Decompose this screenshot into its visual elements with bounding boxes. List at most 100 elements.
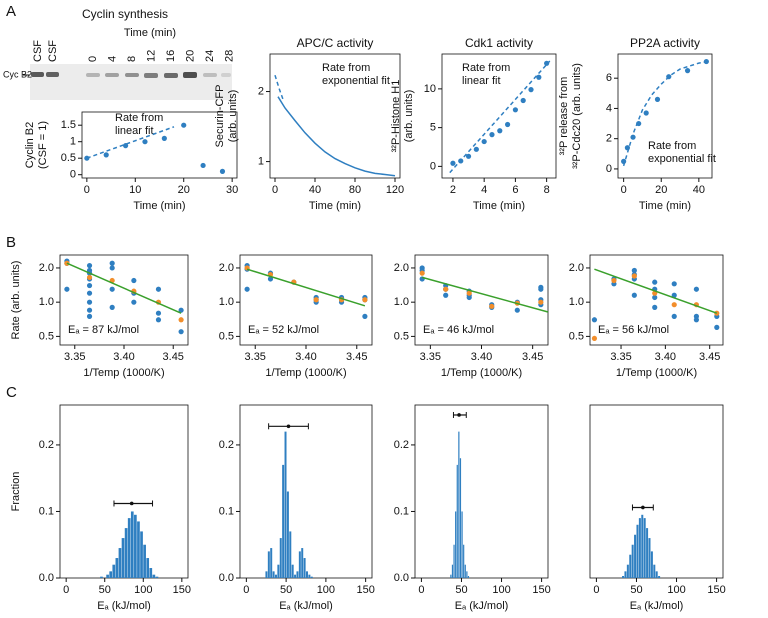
fit-line [274,74,284,100]
x-axis-label: Time (min) [639,200,691,212]
histogram-bar [455,511,457,578]
annotation: exponential fit [648,153,716,165]
data-point [481,138,487,145]
x-tick-label: 20 [655,184,667,196]
histogram-bar [289,531,292,578]
y-tick-label: 0 [430,160,436,172]
histogram-bar [308,574,311,578]
y-tick-label: 0 [606,163,612,175]
fit-line [449,60,551,174]
x-tick-label: 100 [134,584,152,596]
data-line [246,268,366,307]
histogram-bar [463,544,465,578]
data-point [538,286,544,292]
data-line [66,262,182,314]
histogram-bar [270,548,273,578]
y-tick-label: 2.0 [394,262,409,274]
histogram-bar [643,518,646,578]
plot-frame [81,111,238,179]
histogram-bar [115,558,119,578]
data-point [131,299,137,305]
data-point [178,329,184,335]
x-tick-label: 30 [226,184,238,196]
chart-title: PP2A activity [630,36,700,50]
data-point [466,294,472,301]
x-tick-label: 3.45 [522,351,543,363]
y-tick-label: 1.0 [219,296,234,308]
x-tick-label: 3.40 [655,351,676,363]
y-tick-label: 0.2 [39,439,54,451]
y-tick-label: 6 [606,72,612,84]
data-point [504,121,511,128]
x-tick-label: 10 [129,184,141,196]
annotation: Eₐ = 56 kJ/mol [598,324,669,336]
histogram-bar [279,538,282,578]
histogram-bar [100,576,103,578]
histogram-bar [458,431,460,578]
plot-frame [589,254,724,346]
annotation: Eₐ = 87 kJ/mol [68,324,139,336]
data-point [611,277,617,284]
histogram-bar [291,564,294,578]
blot-lane-label: CSF [47,40,59,62]
chart-title: APC/C activity [297,36,374,50]
annotation: Rate from [462,62,510,74]
histogram-bar [152,574,156,578]
x-axis-label: Time (min) [309,200,361,212]
annotation: linear fit [462,75,501,87]
histogram-bar [646,528,649,578]
data-point [109,260,115,266]
data-point [181,122,187,128]
y-tick-label: 1 [258,155,264,167]
y-tick-label: 1.0 [394,296,409,308]
histogram-bar [622,576,625,578]
histogram-bar [453,544,455,578]
chart-title: Cdk1 activity [465,36,533,50]
data-line [594,268,718,314]
histogram-bar [631,544,634,578]
annotation: Rate from [115,112,163,124]
histogram-bar [286,491,289,578]
plot-frame [239,404,373,579]
x-axis-label: Time (min) [133,200,185,212]
y-axis-label: Fraction [10,472,22,512]
annotation: exponential fit [322,75,390,87]
blot-time-label: Time (min) [124,27,176,39]
data-point [684,68,691,74]
data-point [443,286,449,292]
data-point [624,145,631,151]
y-tick-label: 4 [606,102,612,114]
data-point [86,290,93,296]
blot-band-label: Cyc B2 [3,69,32,79]
x-tick-label: 3.35 [245,351,266,363]
y-axis-label: (arb. units) [227,90,239,143]
histogram-bar [149,568,153,578]
x-tick-label: 40 [693,184,705,196]
histogram-bar [298,551,301,578]
y-tick-label: 1.5 [61,119,76,131]
data-point [512,107,518,113]
plot-frame [269,53,401,179]
data-point [155,310,162,316]
histogram-bar [624,571,627,578]
histogram-bar [459,458,462,578]
data-point [497,128,503,134]
data-point [443,292,449,298]
x-tick-label: 3.40 [113,351,134,363]
data-point [465,153,472,159]
data-point [419,270,425,276]
plot-frame [441,53,557,179]
histogram-bar [112,564,116,578]
histogram-bar [134,514,137,578]
y-axis-label: Cyclin B2 [24,122,36,168]
x-tick-label: 50 [455,584,467,596]
x-axis-label: 1/Temp (1000/K) [265,367,346,379]
y-axis-label: ³²P-Histone H1 [390,80,402,153]
blot-lane-label: 28 [223,50,235,62]
blot-lane-label: 16 [165,50,177,62]
y-tick-label: 0.0 [39,572,54,584]
histogram-bar [274,574,277,578]
histogram-bar [118,548,122,578]
histogram-bar [450,574,452,578]
fit-line [86,126,175,159]
